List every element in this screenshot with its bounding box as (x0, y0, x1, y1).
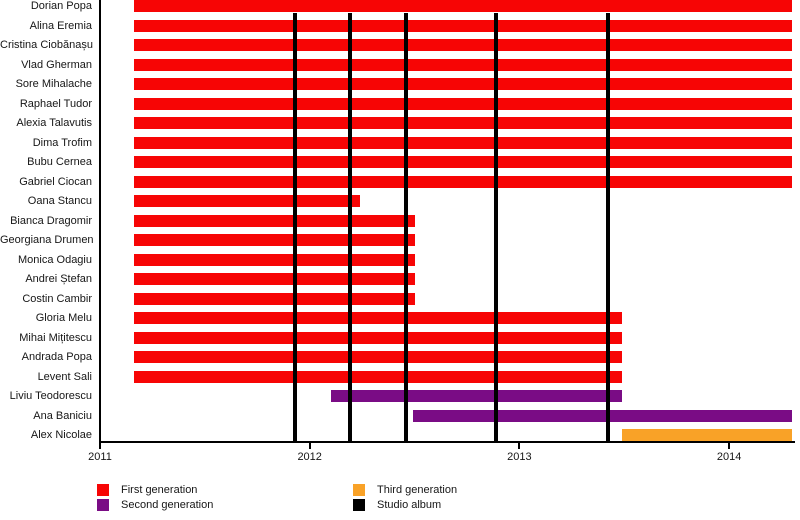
timeline-bar (133, 331, 623, 344)
timeline-bar (133, 253, 415, 266)
member-label: Andrada Popa (21, 351, 92, 363)
member-label: Andrei Ștefan (25, 273, 92, 285)
timeline-bar (133, 312, 623, 324)
timeline-bar (133, 370, 623, 383)
timeline-bar (133, 195, 361, 207)
timeline-bar (133, 351, 623, 363)
legend-label: First generation (121, 484, 198, 496)
axis-tick-label: 2014 (716, 451, 742, 463)
member-label: Gabriel Ciocan (19, 175, 92, 188)
member-label: Monica Odagiu (18, 253, 92, 266)
member-label: Alina Eremia (29, 19, 92, 32)
timeline-bar (133, 214, 415, 227)
member-label: Dorian Popa (30, 0, 92, 12)
timeline-bar (133, 78, 793, 90)
member-label: Cristina Ciobănașu (0, 39, 93, 51)
axis-tick-label: 2013 (507, 451, 532, 463)
timeline-bar (133, 58, 793, 71)
album-line (605, 13, 610, 443)
timeline-bar (330, 390, 623, 402)
legend-swatch-album-generation (353, 499, 365, 511)
timeline-bar (133, 156, 793, 168)
axis-tick (99, 443, 101, 449)
member-label: Alex Nicolae (30, 429, 92, 441)
member-label: Ana Baniciu (33, 409, 92, 422)
axis-tick (728, 443, 731, 449)
member-label: Costin Cambir (22, 292, 92, 305)
x-axis-line (100, 441, 795, 443)
y-axis-line (99, 0, 101, 443)
timeline-bar (133, 292, 415, 305)
legend-swatch-first-generation (97, 484, 109, 496)
timeline-bar (133, 39, 793, 51)
timeline-bar (133, 117, 793, 129)
timeline-bar (622, 429, 793, 441)
legend-swatch-second-generation (97, 499, 109, 511)
member-label: Vlad Gherman (21, 58, 92, 71)
timeline-bar (133, 97, 793, 110)
legend-label: Third generation (377, 484, 458, 496)
member-label: Alexia Talavutis (16, 117, 92, 129)
member-label: Raphael Tudor (19, 97, 92, 110)
album-line (347, 13, 352, 443)
member-label: Georgiana Drumen (0, 234, 94, 246)
timeline-bar (133, 19, 793, 32)
member-label: Sore Mihalache (15, 78, 92, 90)
legend-swatch-third-generation (353, 484, 365, 496)
member-label: Mihai Mițitescu (19, 331, 92, 344)
legend-label: Second generation (121, 499, 214, 511)
member-label: Levent Sali (37, 370, 92, 383)
member-label: Bianca Dragomir (10, 214, 92, 227)
axis-tick (518, 443, 521, 449)
axis-tick-label: 2012 (297, 451, 322, 463)
timeline-bar (412, 409, 793, 422)
axis-tick (308, 443, 311, 449)
member-label: Gloria Melu (35, 312, 92, 324)
album-line (494, 13, 499, 443)
timeline-bar (133, 136, 793, 149)
timeline-bar (133, 175, 793, 188)
album-line (404, 13, 409, 443)
timeline-bar (133, 273, 415, 285)
axis-tick-label: 2011 (88, 451, 112, 463)
album-line (293, 13, 297, 443)
member-label: Oana Stancu (27, 195, 92, 207)
member-label: Liviu Teodorescu (9, 390, 92, 402)
timeline-bar (133, 234, 415, 246)
timeline-bar (133, 0, 793, 12)
member-label: Dima Trofim (32, 136, 92, 149)
legend-label: Studio album (377, 499, 442, 511)
member-label: Bubu Cernea (27, 156, 92, 168)
